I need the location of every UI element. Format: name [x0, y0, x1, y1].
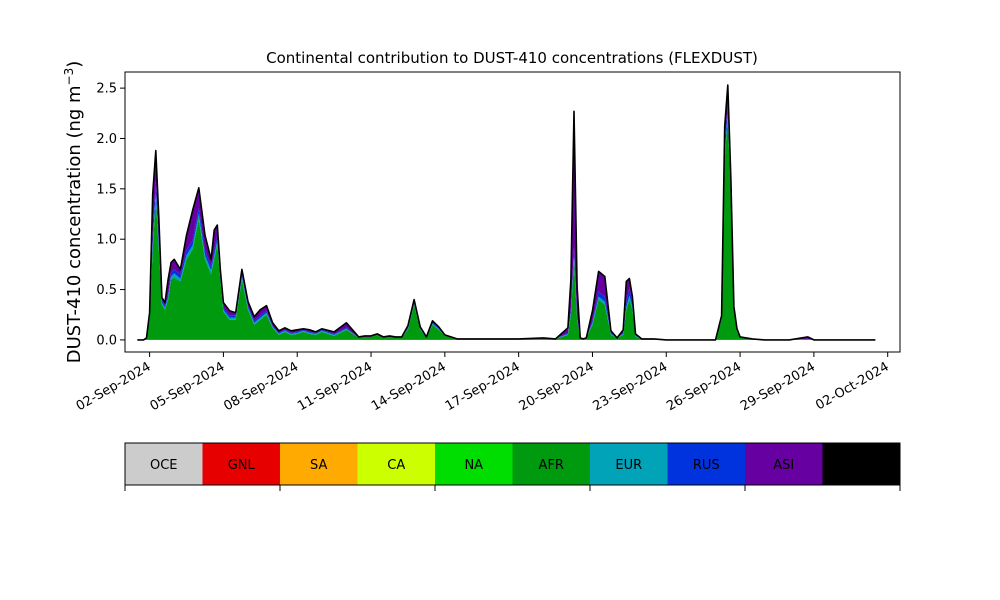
y-tick-label: 1.5: [96, 182, 117, 197]
legend-swatch-aus: [822, 443, 900, 485]
legend: OCE GNL SA CA NA AFR EUR RUS ASI AUS: [124, 442, 901, 491]
legend-swatch-rus: [667, 443, 745, 485]
x-tick-label: 20-Sep-2024: [517, 359, 597, 414]
y-axis-label-main: DUST-410 concentration (ng m: [64, 85, 85, 363]
y-tick-label: 1.0: [96, 233, 117, 248]
legend-label: NA: [464, 458, 483, 473]
legend-label: GNL: [228, 458, 256, 473]
x-tick-label: 08-Sep-2024: [221, 359, 301, 414]
x-tick-label: 26-Sep-2024: [664, 359, 744, 414]
x-tick-label: 17-Sep-2024: [443, 359, 523, 414]
legend-swatch-ca: [357, 443, 435, 485]
y-tick-label: 2.5: [96, 82, 117, 97]
x-tick-label: 05-Sep-2024: [148, 359, 228, 414]
y-axis-label-superscript: −3: [62, 68, 76, 86]
legend-swatch-na: [435, 443, 513, 485]
legend-label: CA: [387, 458, 405, 473]
y-tick-label: 0.5: [96, 283, 117, 298]
x-tick-label: 23-Sep-2024: [590, 359, 670, 414]
x-axis: 02-Sep-202405-Sep-202408-Sep-202411-Sep-…: [74, 352, 892, 414]
legend-label: RUS: [693, 458, 720, 473]
legend-swatch-oce: [125, 443, 203, 485]
y-tick-label: 2.0: [96, 132, 117, 147]
legend-label: SA: [310, 458, 327, 473]
plot-frame: [124, 71, 901, 353]
legend-label: AFR: [539, 458, 564, 473]
legend-label: AUS: [848, 458, 875, 473]
x-tick-label: 11-Sep-2024: [295, 359, 375, 414]
y-axis-label-end: ): [64, 61, 85, 68]
y-tick-label: 0.0: [96, 333, 117, 348]
legend-swatch-afr: [512, 443, 590, 485]
legend-label: ASI: [773, 458, 794, 473]
chart-title: Continental contribution to DUST-410 con…: [266, 49, 758, 67]
total-outline: [137, 84, 876, 341]
y-axis: 0.0 0.5 1.0 1.5 2.0 2.5: [96, 82, 125, 348]
series-area-afr: [137, 118, 876, 340]
plot-area: [137, 84, 876, 341]
y-axis-label: DUST-410 concentration (ng m−3): [62, 61, 85, 364]
x-tick-label: 02-Sep-2024: [74, 359, 154, 414]
legend-swatch-sa: [280, 443, 358, 485]
legend-label: EUR: [615, 458, 642, 473]
x-tick-label: 02-Oct-2024: [813, 359, 891, 413]
x-tick-label: 29-Sep-2024: [738, 359, 818, 414]
legend-swatch-eur: [590, 443, 668, 485]
legend-swatch-asi: [745, 443, 823, 485]
legend-frame: [124, 442, 901, 486]
legend-label: OCE: [150, 458, 178, 473]
legend-swatch-gnl: [202, 443, 280, 485]
x-tick-label: 14-Sep-2024: [369, 359, 449, 414]
